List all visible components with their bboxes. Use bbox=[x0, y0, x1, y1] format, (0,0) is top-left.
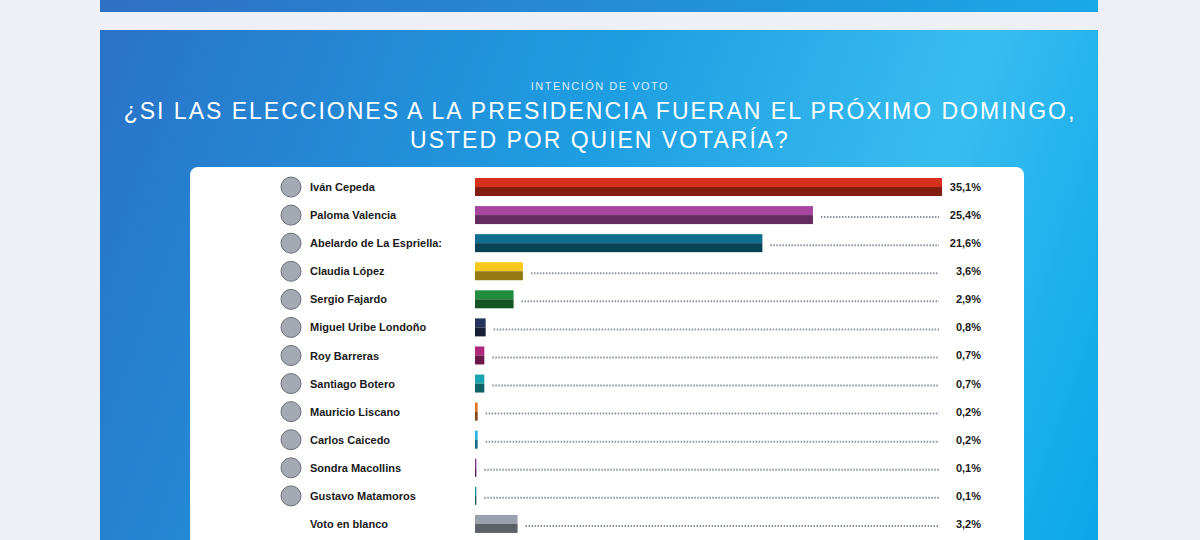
svg-text:3,6%: 3,6% bbox=[956, 265, 981, 277]
svg-text:Sergio Fajardo: Sergio Fajardo bbox=[310, 293, 387, 305]
svg-text:Iván Cepeda: Iván Cepeda bbox=[310, 181, 376, 193]
svg-text:Roy Barreras: Roy Barreras bbox=[310, 350, 379, 362]
svg-text:25,4%: 25,4% bbox=[950, 209, 981, 221]
svg-text:0,1%: 0,1% bbox=[956, 490, 981, 502]
svg-text:0,2%: 0,2% bbox=[956, 434, 981, 446]
svg-text:Voto en blanco: Voto en blanco bbox=[310, 518, 388, 530]
svg-text:21,6%: 21,6% bbox=[950, 237, 981, 249]
svg-text:0,7%: 0,7% bbox=[956, 378, 981, 390]
svg-text:Carlos Caicedo: Carlos Caicedo bbox=[310, 434, 390, 446]
svg-text:0,8%: 0,8% bbox=[956, 321, 981, 333]
svg-text:Santiago Botero: Santiago Botero bbox=[310, 378, 395, 390]
svg-text:2,9%: 2,9% bbox=[956, 293, 981, 305]
html-text:INTENCIÓN DE VOTO: INTENCIÓN DE VOTO bbox=[530, 80, 670, 92]
html-text:¿SI LAS ELECCIONES A LA PRESID: ¿SI LAS ELECCIONES A LA PRESIDENCIA FUER… bbox=[123, 98, 1077, 153]
svg-text:Mauricio Liscano: Mauricio Liscano bbox=[310, 406, 400, 418]
svg-text:0,7%: 0,7% bbox=[956, 349, 981, 361]
svg-text:0,2%: 0,2% bbox=[956, 406, 981, 418]
svg-text:3,2%: 3,2% bbox=[956, 518, 981, 530]
svg-text:Sondra Macollins: Sondra Macollins bbox=[310, 462, 401, 474]
svg-text:Gustavo Matamoros: Gustavo Matamoros bbox=[310, 490, 416, 502]
svg-text:0,1%: 0,1% bbox=[956, 462, 981, 474]
svg-text:35,1%: 35,1% bbox=[950, 181, 981, 193]
svg-text:Paloma Valencia: Paloma Valencia bbox=[310, 209, 397, 221]
svg-text:Abelardo de La Espriella:: Abelardo de La Espriella: bbox=[310, 237, 442, 249]
svg-text:Claudia López: Claudia López bbox=[310, 265, 385, 277]
svg-text:Miguel Uribe Londoño: Miguel Uribe Londoño bbox=[310, 321, 426, 333]
